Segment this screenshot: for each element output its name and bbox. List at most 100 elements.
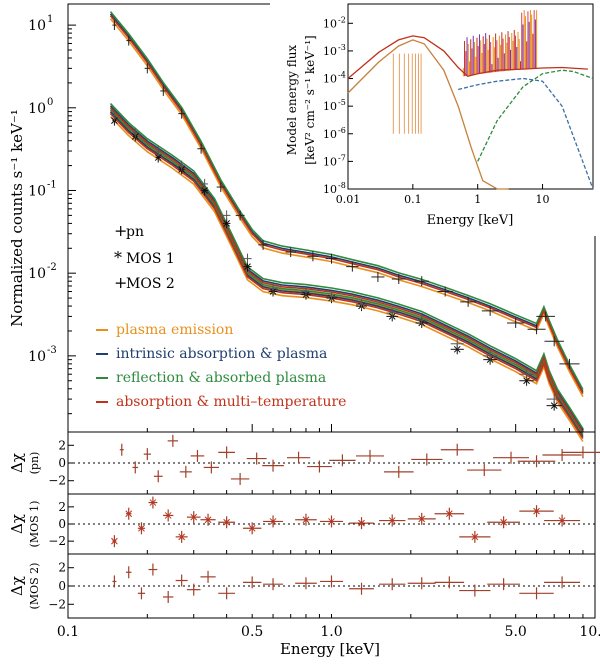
residual-mos2-ylabel: Δχ [8,576,26,596]
residual-point-star [269,518,277,525]
inset-y-tick-label: 10 [323,73,337,86]
data-point-star [244,263,251,270]
residual-point-star [248,524,256,532]
inset-y-tick-exponent: -6 [338,126,346,135]
y-tick-label: 10 [28,183,46,199]
residual-y-tick-label: 0 [58,579,66,593]
data-point-star [154,154,162,161]
data-point-star [201,187,208,194]
data-point-star [523,377,530,385]
legend-model4-label: absorption & multi–temperature [116,394,346,410]
legend-mos2-marker: + [114,273,127,292]
inset-x-tick-label: 0.1 [404,193,422,206]
residual-point-star [223,518,230,526]
model-curve-pn [109,11,584,390]
inset-x-tick-label: 0.01 [336,193,361,206]
main-y-label: Normalized counts s⁻¹ keV⁻¹ [8,109,26,327]
inset-x-tick-label: 10 [536,193,550,206]
residual-point-star [418,515,426,523]
residual-point-star [388,517,396,524]
model-curve-mos1 [109,113,584,439]
residual-y-tick-label: 2 [58,438,66,452]
residual-y-tick-label: 2 [58,561,66,575]
data-point-star [550,402,558,409]
x-tick-label: 10.0 [579,624,600,640]
inset-model-curve [347,35,588,79]
y-tick-exponent: 1 [47,14,53,25]
y-tick-label: 10 [28,18,46,34]
x-axis-label: Energy [keV] [280,640,380,658]
legend-mos1-marker: * [114,248,122,267]
residual-y-tick-label: −2 [48,597,66,611]
inset-x-label: Energy [keV] [427,213,514,228]
residual-point-star [164,512,172,519]
residual-point-star [533,507,540,515]
inset-y-tick-exponent: -2 [338,15,346,24]
residual-pn-ylabel: Δχ [8,453,26,473]
model-curve-mos1 [109,116,584,442]
legend-mos1-label: MOS 1 [126,251,175,267]
residual-point-star [358,519,365,527]
inset-model-curve [458,77,594,190]
residual-point-star [558,517,566,524]
residual-y-tick-label: 2 [58,500,66,514]
residual-pn-sub: (pn) [28,452,41,475]
legend-models: plasma emission intrinsic absorption & p… [96,322,346,410]
y-tick-exponent: -3 [47,345,57,356]
residual-point-star [138,524,145,532]
residual-mos1-ylabel: Δχ [8,514,26,534]
residual-point-star [471,533,479,541]
legend-model1-label: plasma emission [116,322,233,338]
model-curve-mos2 [109,103,584,429]
inset-y-tick-exponent: -7 [338,153,346,162]
residual-point-star [178,533,186,541]
residual-point-star [328,518,335,525]
inset-y-tick-label: 10 [323,45,337,58]
legend-pn-label: pn [126,224,144,240]
residual-y-tick-label: 0 [58,517,66,531]
residual-point-star [190,513,198,521]
data-point-star [223,220,230,227]
inset-y-tick-label: 10 [323,183,337,196]
residual-point-star [125,510,133,518]
inset-y-label-line1: Model energy flux [285,45,299,156]
inset-y-tick-exponent: -4 [338,71,346,80]
residual-point-star [500,518,507,526]
residual-y-tick-label: −2 [48,534,66,548]
y-tick-label: 10 [28,101,46,117]
inset-y-tick-exponent: -8 [338,181,346,190]
legend-instruments: + pn * MOS 1 + MOS 2 [114,221,175,292]
y-tick-label: 10 [28,349,46,365]
x-tick-label: 0.5 [241,624,263,640]
residual-mos2-sub: (MOS 2) [28,563,41,610]
inset-y-tick-label: 10 [323,155,337,168]
inset-y-tick-exponent: -3 [338,43,346,52]
residual-point-star [445,510,453,518]
inset-frame [347,3,594,190]
x-tick-label: 0.1 [57,624,79,640]
residual-y-tick-label: −2 [48,474,66,488]
inset-x-tick-label: 1 [474,193,481,206]
inset-plot: 10-210-310-410-510-610-710 -80.01 0.1 1 10 [323,10,594,206]
residual-panels: 2 0 −2 2 0 −2 2 0 −2 0.1 0.5 1.0 5.0 10.0 [48,434,600,640]
legend-model3-label: reflection & absorbed plasma [116,370,326,386]
data-point-star [453,345,461,353]
residual-point-star [204,516,212,524]
legend-model2-label: intrinsic absorption & plasma [116,346,327,362]
inset-y-tick-label: 10 [323,17,337,30]
inset-y-tick-label: 10 [323,100,337,113]
inset-y-tick-exponent: -5 [338,98,346,107]
legend-pn-marker: + [114,221,127,240]
inset-y-label-line2: [keV² cm⁻² s⁻¹ keV⁻¹] [303,35,317,164]
residual-pn-frame [67,431,596,495]
inset-background [270,0,600,236]
x-tick-label: 5.0 [505,624,527,640]
residual-point-star [302,516,310,524]
model-curve-mos2 [109,107,584,434]
y-tick-exponent: -1 [47,179,57,190]
y-tick-exponent: -2 [47,262,57,273]
y-tick-exponent: 0 [47,97,53,108]
legend-mos2-label: MOS 2 [126,276,175,292]
